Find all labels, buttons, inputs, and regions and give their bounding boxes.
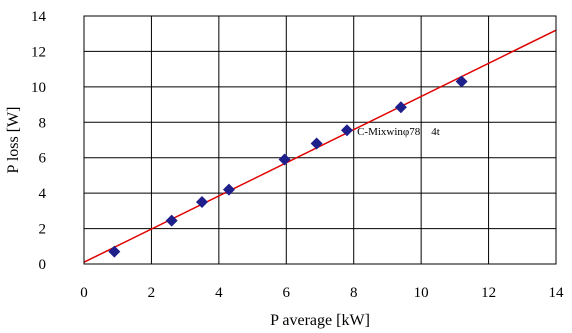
y-tick-label: 4: [39, 186, 47, 202]
y-tick-label: 12: [31, 44, 46, 60]
x-tick-label: 12: [481, 285, 496, 301]
plot-frame: [83, 15, 557, 265]
data-point-marker: [455, 75, 468, 88]
annotation-label: C-Mixwinφ78 4t: [357, 126, 440, 138]
x-tick-label: 6: [283, 285, 291, 301]
data-point-marker: [108, 245, 121, 258]
data-point-marker: [165, 214, 178, 227]
data-point-marker: [278, 153, 291, 166]
y-tick-label: 2: [39, 222, 47, 238]
x-tick-label: 10: [414, 285, 429, 301]
data-point-marker: [310, 137, 323, 150]
data-point-marker: [394, 101, 407, 114]
data-point-marker: [196, 196, 208, 208]
data-point-marker: [340, 124, 353, 137]
x-tick-label: 4: [215, 285, 223, 301]
y-tick-label: 14: [31, 9, 47, 25]
data-point-marker: [222, 183, 235, 196]
y-tick-label: 8: [39, 115, 47, 131]
y-axis-title: P loss [W]: [5, 107, 22, 174]
y-tick-label: 10: [31, 80, 46, 96]
tick-labels: 0 2 4 6 8 10 12 14 0 2 4 6 8 10 12 14: [31, 9, 564, 301]
x-tick-label: 2: [148, 285, 156, 301]
y-tick-label: 6: [39, 151, 47, 167]
x-tick-label: 0: [80, 285, 88, 301]
grid-lines: [83, 15, 557, 265]
trend-line: [83, 29, 557, 263]
data-points: [108, 75, 468, 258]
x-tick-label: 14: [549, 285, 565, 301]
y-tick-label: 0: [39, 257, 47, 273]
x-tick-label: 8: [350, 285, 358, 301]
x-axis-title: P average [kW]: [270, 312, 370, 329]
